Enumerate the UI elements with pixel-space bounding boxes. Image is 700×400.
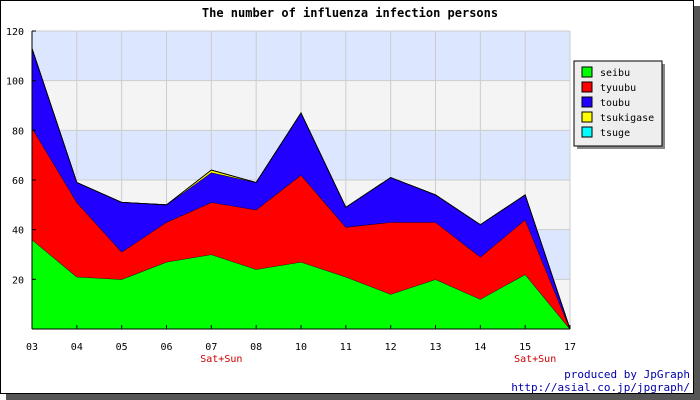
x-tick-label: 04 [71,342,83,353]
legend-label-tyuubu: tyuubu [600,83,636,94]
x-tick-label: 14 [474,342,486,353]
area-outline-tsuge [31,48,571,330]
x-tick-label: 10 [295,342,307,353]
x-tick-label: 03 [26,342,38,353]
chart-title: The number of influenza infection person… [202,6,498,20]
y-tick-label: 120 [6,27,24,38]
legend: seibu tyuubu toubu tsukigase tsuge [573,60,665,149]
category-note: Sat+Sun [514,354,556,365]
frame-shadow-bottom [6,394,700,400]
x-tick-label: 15 [519,342,531,353]
credit-link[interactable]: http://asial.co.jp/jpgraph/ [511,381,690,394]
x-tick-label: 17 [564,342,576,353]
y-tick-label: 100 [6,77,24,88]
axes: 20 40 60 80 100 120 03 04 05 06 07 08 10 11 12 13 14 15 17… [6,27,576,365]
y-tick-label: 20 [12,275,24,286]
x-tick-label: 06 [160,342,172,353]
legend-swatch-tyuubu [581,81,593,93]
legend-swatch-tsukigase [581,111,593,123]
y-tick-label: 60 [12,176,24,187]
frame-shadow-right [694,6,700,400]
legend-swatch-toubu [581,96,593,108]
area-series-tyuubu [32,127,570,329]
legend-label-tsukigase: tsukigase [600,113,654,124]
legend-swatch-seibu [581,66,593,78]
x-tick-label: 12 [385,342,397,353]
x-tick-label: 13 [429,342,441,353]
category-note: Sat+Sun [200,354,242,365]
legend-label-toubu: toubu [600,98,630,109]
chart-panel: 20 40 60 80 100 120 03 04 05 06 07 08 10 11 12 13 14 15 17… [0,0,694,394]
chart-svg: 20 40 60 80 100 120 03 04 05 06 07 08 10 11 12 13 14 15 17… [6,6,690,394]
legend-label-seibu: seibu [600,68,630,79]
y-tick-label: 40 [12,226,24,237]
legend-swatch-tsuge [581,126,593,138]
legend-label-tsuge: tsuge [600,128,630,139]
y-tick-label: 80 [12,126,24,137]
x-tick-label: 08 [250,342,262,353]
credit-line-1: produced by JpGraph [564,368,690,381]
x-tick-label: 07 [205,342,217,353]
x-tick-label: 05 [116,342,128,353]
x-tick-label: 11 [340,342,352,353]
stacked-areas [31,48,571,330]
